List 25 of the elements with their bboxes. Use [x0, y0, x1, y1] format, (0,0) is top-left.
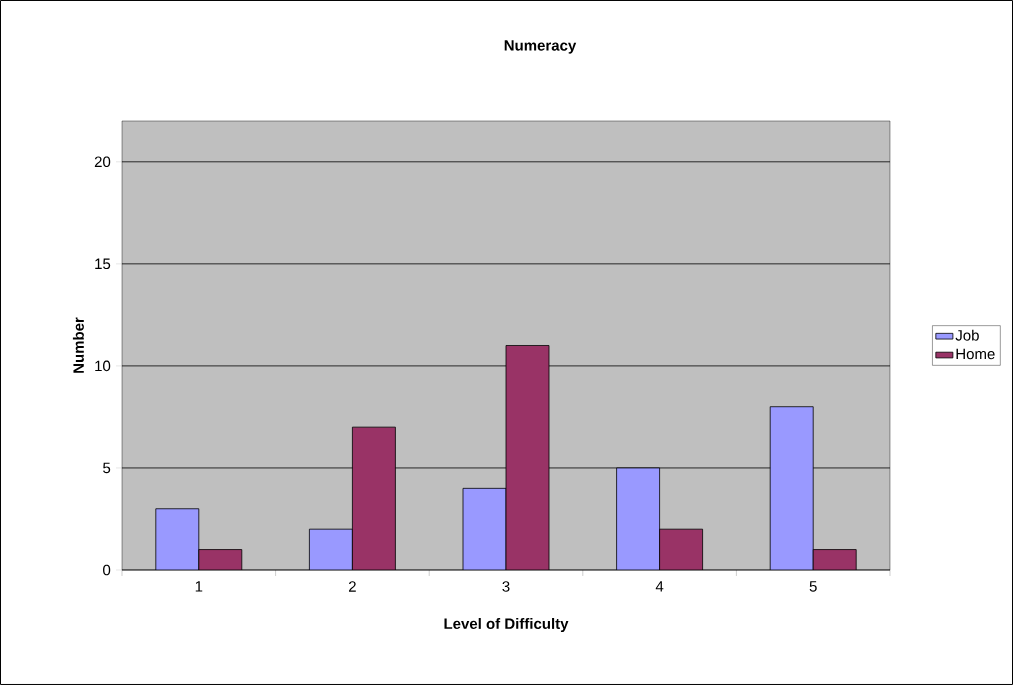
x-tick-label: 3 [502, 581, 510, 592]
bar [616, 467, 660, 570]
x-tick-label: 4 [655, 581, 664, 592]
bar [352, 426, 396, 570]
x-tick-label: 1 [195, 581, 203, 592]
bar [659, 528, 703, 570]
x-tick-label: 5 [809, 581, 817, 592]
bar [309, 528, 353, 570]
y-tick-label: 20 [94, 156, 111, 168]
chart-title: Numeracy [504, 40, 577, 54]
legend-label: Job [955, 329, 979, 341]
bar [462, 487, 507, 570]
legend-label: Home [956, 348, 995, 360]
bar [812, 549, 857, 570]
y-tick-label: 15 [95, 258, 111, 270]
y-tick-label: 10 [95, 360, 111, 372]
y-tick-label: 0 [103, 564, 111, 576]
bar [505, 345, 550, 570]
x-axis-title: Level of Difficulty [444, 618, 569, 632]
y-tick-label: 5 [103, 462, 111, 474]
y-axis-title: Number [72, 317, 84, 373]
x-tick-label: 2 [348, 581, 356, 592]
bar [155, 508, 200, 570]
bar [769, 406, 814, 570]
bar [198, 549, 243, 570]
